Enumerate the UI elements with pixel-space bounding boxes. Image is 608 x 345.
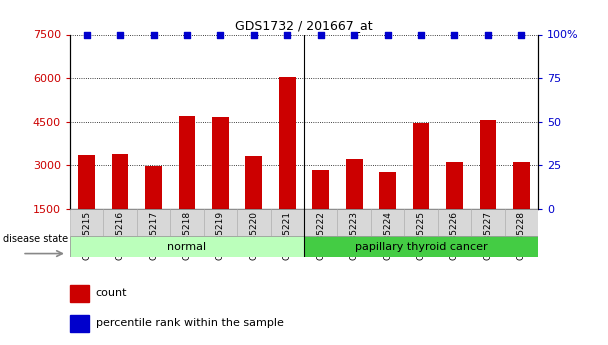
Bar [337,209,371,236]
Bar [304,236,538,257]
Bar [70,236,304,257]
Text: GSM85216: GSM85216 [116,211,125,260]
Text: GSM85225: GSM85225 [416,211,426,260]
Bar [70,209,103,236]
Point [148,32,158,37]
Title: GDS1732 / 201667_at: GDS1732 / 201667_at [235,19,373,32]
Text: normal: normal [167,242,207,252]
Bar [505,209,538,236]
Bar [179,116,195,209]
Point [449,32,460,37]
Text: GSM85222: GSM85222 [316,211,325,260]
Text: GSM85228: GSM85228 [517,211,526,260]
Point [316,32,326,37]
Bar [70,285,89,302]
Bar [446,162,463,209]
Bar [480,120,496,209]
Point [383,32,393,37]
Point [483,32,493,37]
Bar [103,209,137,236]
Text: GSM85218: GSM85218 [182,211,192,260]
Text: GSM85226: GSM85226 [450,211,459,260]
Bar [313,170,329,209]
Bar [237,209,271,236]
Bar [212,117,229,209]
Bar [246,156,262,209]
Bar [438,209,471,236]
Point [282,32,292,37]
Bar [70,315,89,332]
Text: GSM85219: GSM85219 [216,211,225,260]
Bar [137,209,170,236]
Point [249,32,259,37]
Bar [379,172,396,209]
Bar [279,77,295,209]
Point [517,32,527,37]
Point [349,32,359,37]
Text: GSM85223: GSM85223 [350,211,359,260]
Text: GSM85220: GSM85220 [249,211,258,260]
Bar [271,209,304,236]
Text: GSM85221: GSM85221 [283,211,292,260]
Bar [170,209,204,236]
Text: percentile rank within the sample: percentile rank within the sample [95,318,283,328]
Point [182,32,192,37]
Bar [346,159,362,209]
Bar [304,209,337,236]
Point [115,32,125,37]
Text: papillary thyroid cancer: papillary thyroid cancer [354,242,488,252]
Bar [513,162,530,209]
Bar [471,209,505,236]
Text: GSM85227: GSM85227 [483,211,492,260]
Text: count: count [95,288,127,298]
Text: disease state: disease state [3,234,68,244]
Point [416,32,426,37]
Point [215,32,225,37]
Text: GSM85215: GSM85215 [82,211,91,260]
Bar [371,209,404,236]
Bar [413,123,429,209]
Point [81,32,91,37]
Bar [78,155,95,209]
Text: GSM85224: GSM85224 [383,211,392,260]
Bar [204,209,237,236]
Bar [112,154,128,209]
Bar [145,166,162,209]
Text: GSM85217: GSM85217 [149,211,158,260]
Bar [404,209,438,236]
